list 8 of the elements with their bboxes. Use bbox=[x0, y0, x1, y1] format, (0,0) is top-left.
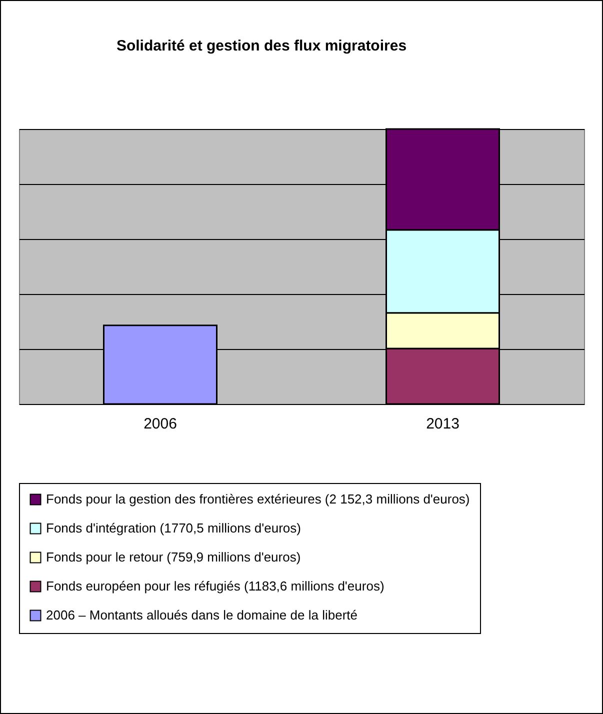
legend-label: Fonds pour le retour (759,9 millions d'euros) bbox=[46, 550, 301, 564]
legend-label: 2006 – Montants alloués dans le domaine de la liberté bbox=[46, 608, 358, 622]
legend-label: Fonds européen pour les réfugiés (1183,6 millions d'euros) bbox=[46, 578, 384, 594]
legend-label: Fonds pour la gestion des frontières extérieures (2 152,3 millions d'euros) bbox=[46, 492, 470, 506]
legend-label: Fonds d'intégration (1770,5 millions d'euros) bbox=[46, 520, 301, 536]
x-tick-label: 2013 bbox=[426, 416, 460, 432]
chart-title: Solidarité et gestion des flux migratoires bbox=[116, 37, 407, 54]
x-tick-label: 2006 bbox=[144, 416, 177, 432]
